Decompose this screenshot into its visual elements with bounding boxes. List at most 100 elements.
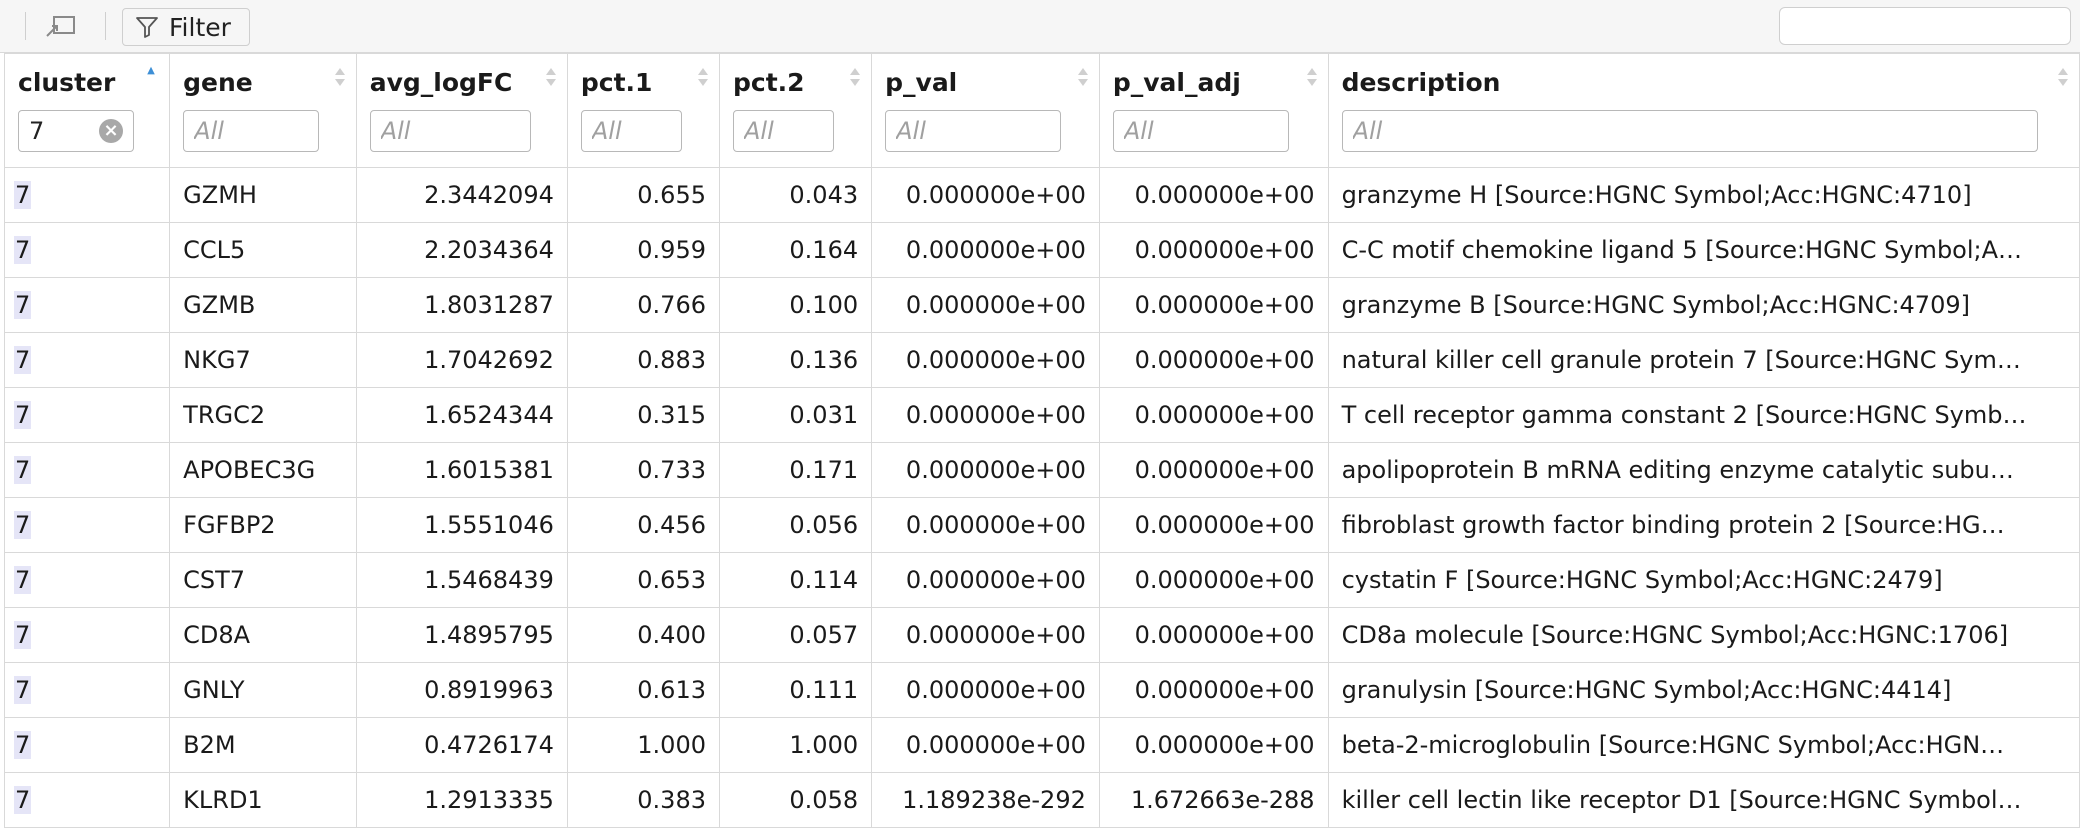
sort-icon[interactable] [697, 67, 709, 87]
table-row[interactable]: 7 GZMH 2.3442094 0.655 0.043 0.000000e+00 0.00… [3, 167, 2080, 223]
cell-pct1: 0.653 [566, 552, 721, 608]
cell-description: granzyme B [Source:HGNC Symbol;Acc:HGNC:… [1327, 277, 2080, 333]
cell-avg-logfc: 1.2913335 [355, 772, 568, 828]
cell-p-val: 0.000000e+00 [871, 717, 1100, 773]
cell-pct1: 0.733 [566, 442, 721, 498]
cell-pct2: 0.057 [718, 607, 873, 663]
table-row[interactable]: 7 FGFBP2 1.5551046 0.456 0.056 0.000000e+00 0.… [3, 497, 2080, 553]
cell-pct1: 0.959 [566, 222, 721, 278]
cell-pct2: 0.111 [718, 662, 873, 718]
filter-button-label: Filter [169, 12, 231, 42]
column-header-p-val[interactable]: p_val [871, 53, 1100, 168]
table-row[interactable]: 7 GZMB 1.8031287 0.766 0.100 0.000000e+00 0.00… [3, 277, 2080, 333]
table-row[interactable]: 7 GNLY 0.8919963 0.613 0.111 0.000000e+00 0.00… [3, 662, 2080, 718]
cell-pct2: 0.171 [718, 442, 873, 498]
table-row[interactable]: 7 CCL5 2.2034364 0.959 0.164 0.000000e+00 0.00… [3, 222, 2080, 278]
cell-p-val-adj: 0.000000e+00 [1098, 717, 1329, 773]
cell-p-val-adj: 0.000000e+00 [1098, 222, 1329, 278]
cell-pct1: 0.766 [566, 277, 721, 333]
column-filter-pct2[interactable] [733, 110, 834, 152]
table-row[interactable]: 7 KLRD1 1.2913335 0.383 0.058 1.189238e-292 1.… [3, 772, 2080, 828]
sort-icon[interactable] [1306, 67, 1318, 87]
column-header-p-val-adj[interactable]: p_val_adj [1098, 53, 1329, 168]
cell-avg-logfc: 0.4726174 [355, 717, 568, 773]
cell-pct1: 1.000 [566, 717, 721, 773]
cell-gene: GNLY [169, 662, 357, 718]
filter-match-highlight: 7 [14, 401, 32, 429]
data-table: cluster × gene avg_logFC [3, 53, 2080, 828]
column-label: description [1341, 68, 1501, 97]
toolbar-divider [25, 12, 26, 40]
cell-p-val: 0.000000e+00 [871, 607, 1100, 663]
toolbar-divider [105, 12, 106, 40]
search-input[interactable] [1798, 12, 2080, 40]
sort-icon[interactable] [849, 67, 861, 87]
sort-icon[interactable] [545, 67, 557, 87]
cell-p-val: 0.000000e+00 [871, 387, 1100, 443]
column-header-pct2[interactable]: pct.2 [718, 53, 873, 168]
cell-gene: TRGC2 [169, 387, 357, 443]
cell-pct2: 0.043 [718, 167, 873, 223]
table-search-box[interactable] [1779, 7, 2080, 45]
column-filter-description[interactable] [1341, 110, 2038, 152]
filter-match-highlight: 7 [14, 511, 32, 539]
funnel-icon [136, 17, 158, 38]
column-header-description[interactable]: description [1327, 53, 2080, 168]
column-header-avg-logfc[interactable]: avg_logFC [355, 53, 568, 168]
cell-gene: CCL5 [169, 222, 357, 278]
cell-p-val-adj: 0.000000e+00 [1098, 387, 1329, 443]
table-row[interactable]: 7 CD8A 1.4895795 0.400 0.057 0.000000e+00 0.00… [3, 607, 2080, 663]
column-header-gene[interactable]: gene [169, 53, 357, 168]
cell-gene: B2M [169, 717, 357, 773]
column-filter-gene[interactable] [183, 110, 320, 152]
column-label: pct.1 [580, 68, 653, 97]
column-label: avg_logFC [369, 68, 513, 97]
table-row[interactable]: 7 CST7 1.5468439 0.653 0.114 0.000000e+00 0.00… [3, 552, 2080, 608]
column-filter-pct1[interactable] [580, 110, 682, 152]
cell-pct1: 0.883 [566, 332, 721, 388]
cell-p-val-adj: 0.000000e+00 [1098, 442, 1329, 498]
filter-button[interactable]: Filter [122, 8, 250, 46]
cell-avg-logfc: 2.3442094 [355, 167, 568, 223]
column-header-cluster[interactable]: cluster × [3, 53, 171, 168]
cell-p-val: 0.000000e+00 [871, 332, 1100, 388]
cell-description: apolipoprotein B mRNA editing enzyme cat… [1327, 442, 2080, 498]
table-row[interactable]: 7 TRGC2 1.6524344 0.315 0.031 0.000000e+00 0.0… [3, 387, 2080, 443]
cell-cluster: 7 [3, 222, 171, 278]
cell-description: beta-2-microglobulin [Source:HGNC Symbol… [1327, 717, 2080, 773]
cell-cluster: 7 [3, 772, 171, 828]
cell-avg-logfc: 1.5551046 [355, 497, 568, 553]
column-label: cluster [18, 68, 116, 97]
cell-p-val-adj: 0.000000e+00 [1098, 662, 1329, 718]
cell-cluster: 7 [3, 277, 171, 333]
cell-p-val: 0.000000e+00 [871, 167, 1100, 223]
table-row[interactable]: 7 APOBEC3G 1.6015381 0.733 0.171 0.000000e+00… [3, 442, 2080, 498]
cell-p-val-adj: 1.672663e-288 [1098, 772, 1329, 828]
cell-avg-logfc: 1.8031287 [355, 277, 568, 333]
sort-icon[interactable] [334, 67, 346, 87]
cell-gene: APOBEC3G [169, 442, 357, 498]
cell-avg-logfc: 1.5468439 [355, 552, 568, 608]
pop-out-window-icon [46, 16, 75, 37]
column-filter-p-val-adj[interactable] [1112, 110, 1289, 152]
cell-cluster: 7 [3, 497, 171, 553]
sort-icon[interactable] [1077, 67, 1089, 87]
column-filter-p-val[interactable] [885, 110, 1062, 152]
clear-filter-icon[interactable]: × [99, 119, 123, 143]
cell-cluster: 7 [3, 387, 171, 443]
cell-description: cystatin F [Source:HGNC Symbol;Acc:HGNC:… [1327, 552, 2080, 608]
sort-ascending-icon[interactable] [141, 66, 161, 80]
cell-p-val: 1.189238e-292 [871, 772, 1100, 828]
sort-icon[interactable] [2057, 67, 2069, 87]
filter-match-highlight: 7 [14, 731, 32, 759]
table-row[interactable]: 7 B2M 0.4726174 1.000 1.000 0.000000e+00 0.000… [3, 717, 2080, 773]
column-filter-avg-logfc[interactable] [369, 110, 531, 152]
cell-cluster: 7 [3, 662, 171, 718]
cell-pct2: 1.000 [718, 717, 873, 773]
column-header-pct1[interactable]: pct.1 [566, 53, 721, 168]
pop-out-window-button[interactable] [40, 12, 82, 42]
cell-description: fibroblast growth factor binding protein… [1327, 497, 2080, 553]
column-label: gene [183, 68, 253, 97]
cell-cluster: 7 [3, 167, 171, 223]
table-row[interactable]: 7 NKG7 1.7042692 0.883 0.136 0.000000e+00 0.00… [3, 332, 2080, 388]
